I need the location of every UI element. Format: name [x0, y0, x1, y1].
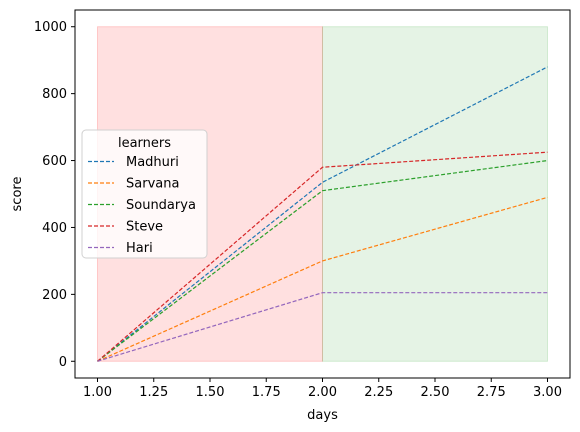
- x-tick-label: 1.75: [252, 385, 281, 400]
- x-tick-label: 2.75: [477, 385, 506, 400]
- legend-label-hari: Hari: [126, 241, 153, 256]
- legend-label-soundarya: Soundarya: [126, 198, 196, 213]
- legend-label-sarvana: Sarvana: [126, 177, 179, 192]
- x-tick-label: 1.00: [83, 385, 112, 400]
- shaded-regions: [97, 26, 548, 362]
- legend-title: learners: [118, 136, 171, 151]
- x-tick-label: 2.00: [308, 385, 337, 400]
- legend-label-steve: Steve: [126, 220, 163, 235]
- series-line-hari: [97, 292, 548, 362]
- x-tick-label: 1.25: [139, 385, 168, 400]
- legend: learners Madhuri Sarvana Soundarya Steve Har…: [81, 129, 208, 259]
- x-tick-label: 2.50: [421, 385, 450, 400]
- y-tick-label: 200: [42, 288, 67, 303]
- y-tick-label: 600: [42, 154, 67, 169]
- y-tick-label: 800: [42, 87, 67, 102]
- y-axis-ticks: 0 200 400 600 800 1000: [34, 20, 75, 370]
- y-tick-label: 0: [59, 355, 67, 370]
- x-axis-ticks: 1.00 1.25 1.50 1.75 2.00 2.25 2.50 2.75 3.00: [83, 378, 562, 400]
- series-lines: [97, 66, 548, 362]
- x-tick-label: 2.25: [364, 385, 393, 400]
- series-line-madhuri: [97, 66, 548, 362]
- shaded-region-2: [322, 26, 548, 362]
- x-axis-label: days: [307, 408, 338, 423]
- x-tick-label: 1.50: [196, 385, 225, 400]
- y-axis-label: score: [10, 177, 25, 212]
- x-tick-label: 3.00: [533, 385, 562, 400]
- y-tick-label: 400: [42, 221, 67, 236]
- series-line-soundarya: [97, 159, 548, 362]
- legend-label-madhuri: Madhuri: [126, 155, 179, 170]
- y-tick-label: 1000: [34, 20, 67, 35]
- series-line-sarvana: [97, 196, 548, 362]
- series-line-steve: [97, 151, 548, 362]
